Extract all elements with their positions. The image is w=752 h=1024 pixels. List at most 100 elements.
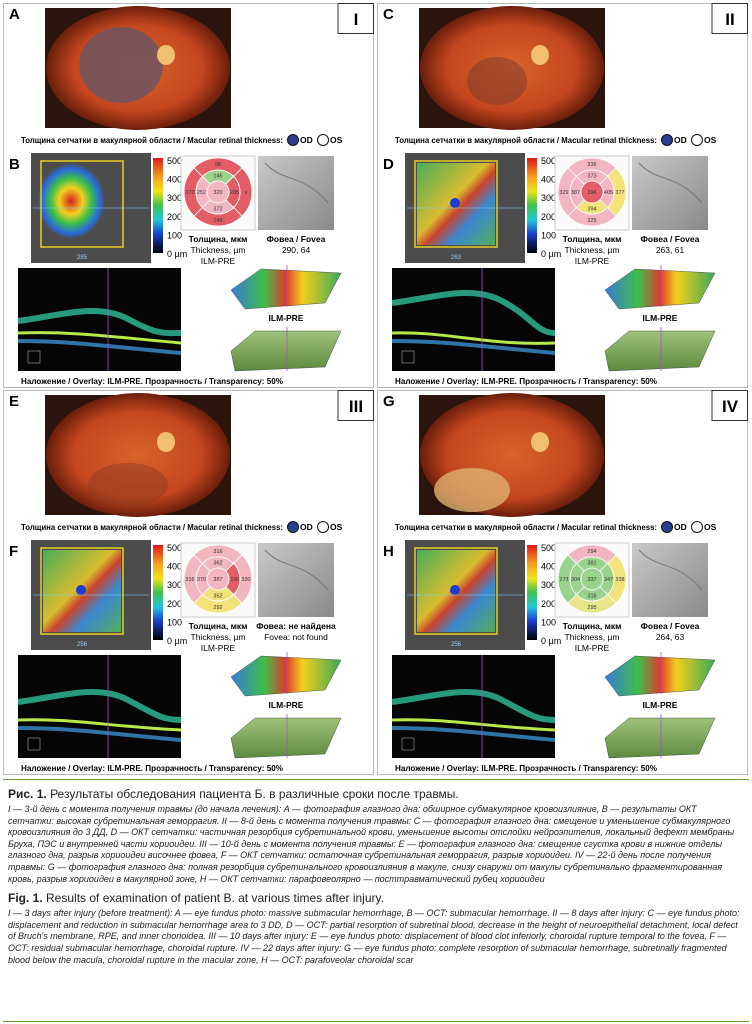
etdrs-outer-value: х — [245, 190, 248, 196]
od-radio — [287, 521, 299, 533]
optic-disc — [157, 45, 175, 65]
oct-layer — [17, 308, 182, 337]
od-label: OD — [674, 135, 687, 145]
scale-label: 100 — [167, 617, 182, 627]
scale-label: 500 — [541, 543, 556, 553]
os-radio — [691, 134, 703, 146]
thickness-label: Толщина сетчатки в макулярной области / … — [21, 135, 283, 145]
color-scale — [153, 158, 163, 253]
thickness-caption: Толщина, мкм — [563, 234, 622, 244]
panel: C II Толщина сетчатки в макулярной области… — [377, 3, 748, 388]
fovea-caption: Фовеа / Fovea — [641, 234, 700, 244]
scale-label: 100 — [541, 230, 556, 240]
fovea-caption: 264, 63 — [656, 632, 685, 642]
figure: A I Толщина сетчатки в макулярной области … — [3, 3, 748, 775]
etdrs-inner-value: 370 — [197, 577, 206, 583]
etdrs-outer-value: 329 — [559, 190, 568, 196]
scale-label: 300 — [167, 580, 182, 590]
oct-layer — [17, 339, 182, 355]
oct-layer — [17, 331, 182, 345]
panel: E III Толщина сетчатки в макулярной област… — [3, 390, 374, 775]
oct-layer — [391, 726, 556, 742]
numeral: III — [349, 397, 363, 416]
scale-label: 400 — [167, 562, 182, 572]
scale-label: 200 — [541, 599, 556, 609]
etdrs-inner-value: 387 — [571, 190, 580, 196]
thickness-caption: Thickness, µm — [565, 245, 620, 255]
thickness-caption: ILM-PRE — [201, 256, 236, 266]
photo-letter: E — [9, 393, 19, 410]
os-radio — [317, 134, 329, 146]
scale-label: 500 — [167, 543, 182, 553]
map-label: 256 — [77, 642, 88, 648]
map-frame — [414, 160, 498, 248]
numeral: II — [725, 10, 734, 29]
caption-rule — [3, 779, 749, 780]
surface-3d — [604, 655, 716, 697]
scale-label: 200 — [167, 212, 182, 222]
map-label: 263 — [451, 255, 462, 261]
od-radio — [287, 134, 299, 146]
etdrs-inner-value: 285 — [230, 190, 239, 196]
etdrs-center — [580, 180, 604, 204]
scale-label: 400 — [541, 562, 556, 572]
photo-letter: G — [383, 393, 395, 410]
oct-layer — [391, 689, 556, 723]
map-blob — [37, 163, 105, 239]
od-label: OD — [300, 135, 313, 145]
surface-3d — [230, 268, 342, 310]
etdrs-inner-value: 347 — [604, 577, 613, 583]
thickness-caption: Thickness, µm — [191, 632, 246, 642]
fovea-vessel — [638, 162, 703, 204]
scale-label: 0 µm — [167, 636, 187, 646]
etdrs-inner-value: 145 — [213, 174, 222, 180]
oct-layer — [17, 726, 182, 742]
optic-disc — [531, 45, 549, 65]
os-label: OS — [704, 522, 717, 532]
surface-label: ILM-PRE — [269, 700, 304, 710]
etdrs-inner-value: 252 — [197, 190, 206, 196]
caption-en-label: Fig. 1. — [8, 891, 43, 906]
fovea-caption: 263, 61 — [656, 245, 685, 255]
map-label: 256 — [451, 642, 462, 648]
surface-label: ILM-PRE — [269, 313, 304, 323]
etdrs-center-value: 396 — [587, 190, 596, 196]
caption-ru-title: Результаты обследования пациента Б. в ра… — [50, 787, 459, 801]
oct-inset — [401, 350, 415, 364]
surface-label: ILM-PRE — [643, 313, 678, 323]
etdrs-outer-value: 316 — [185, 577, 194, 583]
scale-label: 100 — [541, 617, 556, 627]
oct-scan — [18, 655, 181, 758]
oct-letter: D — [383, 156, 394, 173]
scale-label: 400 — [167, 175, 182, 185]
etdrs-center — [206, 567, 230, 591]
scale-label: 0 µm — [541, 636, 561, 646]
etdrs-outer-value: 325 — [587, 218, 596, 224]
etdrs-inner-value: 394 — [587, 207, 596, 213]
caption-en-heading: Fig. 1. Results of examination of patien… — [8, 891, 744, 905]
hemorrhage — [88, 463, 168, 507]
surface-3d-overlay — [604, 717, 716, 759]
scale-label: 500 — [541, 156, 556, 166]
numeral: IV — [722, 397, 739, 416]
scale-label: 0 µm — [167, 249, 187, 259]
color-scale — [527, 158, 537, 253]
thickness-label: Толщина сетчатки в макулярной области / … — [395, 135, 657, 145]
oct-inset — [27, 350, 41, 364]
oct-layer — [17, 718, 182, 732]
oct-layer — [391, 331, 556, 345]
photo-letter: C — [383, 6, 394, 23]
surface-3d-overlay — [230, 717, 342, 759]
caption: Рис. 1. Результаты обследования пациента… — [8, 781, 744, 966]
fovea-caption: Фовеа / Fovea — [267, 234, 326, 244]
thickness-caption: Толщина, мкм — [189, 621, 248, 631]
scale-label: 500 — [167, 156, 182, 166]
od-radio — [661, 521, 673, 533]
etdrs-outer-value: 170 — [185, 190, 194, 196]
numeral: I — [354, 10, 359, 29]
etdrs-inner-value: 405 — [604, 190, 613, 196]
scale-label: 300 — [541, 580, 556, 590]
etdrs-inner-value: 362 — [213, 561, 222, 567]
map-frame — [40, 160, 124, 248]
